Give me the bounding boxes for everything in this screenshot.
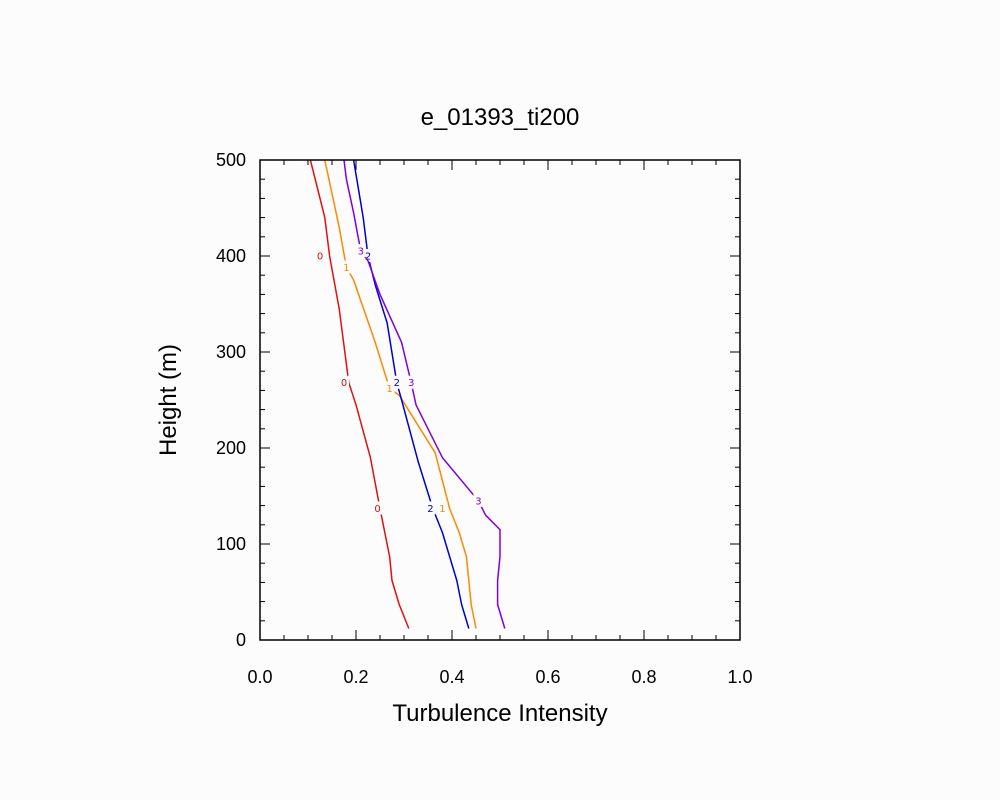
x-tick-label: 1.0 [727, 667, 752, 687]
series-line-1 [324, 159, 477, 629]
series-label-bg [384, 381, 395, 395]
series-label-0: 0 [374, 504, 380, 515]
y-tick-label: 0 [236, 630, 246, 650]
x-axis-title: Turbulence Intensity [392, 700, 607, 727]
y-tick-label: 400 [216, 246, 246, 266]
series-label-0: 0 [317, 252, 323, 263]
series-label-bg [363, 249, 373, 262]
x-tick-label: 0.2 [343, 667, 368, 687]
series-label-1: 1 [343, 263, 349, 274]
y-tick-label: 200 [216, 438, 246, 458]
y-tick-label: 300 [216, 342, 246, 362]
series-label-3: 3 [408, 378, 414, 389]
series-label-bg [425, 501, 436, 515]
series-line-0 [309, 159, 410, 629]
series-label-1: 1 [386, 384, 392, 395]
series-label-2: 2 [365, 252, 371, 263]
x-tick-label: 0.4 [439, 667, 464, 687]
series-label-bg [355, 244, 366, 258]
series-label-3: 3 [358, 247, 364, 258]
series-line-3 [343, 159, 506, 629]
series-label-bg [341, 260, 352, 274]
series-label-bg [473, 493, 484, 507]
series-label-0: 0 [341, 378, 347, 389]
series-label-bg [406, 375, 417, 389]
series-label-bg [391, 375, 402, 389]
series-line-2 [352, 159, 470, 629]
y-axis-title: Height (m) [155, 344, 182, 456]
x-tick-label: 0.8 [631, 667, 656, 687]
plot-frame [259, 159, 741, 641]
series-label-bg [372, 501, 383, 515]
series-label-bg [339, 375, 349, 389]
y-tick-label: 100 [216, 534, 246, 554]
x-tick-label: 0.0 [247, 667, 272, 687]
y-tick-label: 500 [216, 150, 246, 170]
chart-title: e_01393_ti200 [421, 104, 580, 131]
series-label-2: 2 [427, 504, 433, 515]
series-label-bg [315, 249, 325, 262]
series-label-bg [437, 501, 448, 515]
series-label-3: 3 [475, 496, 481, 507]
x-tick-label: 0.6 [535, 667, 560, 687]
series-label-1: 1 [439, 504, 445, 515]
series-label-2: 2 [394, 378, 400, 389]
